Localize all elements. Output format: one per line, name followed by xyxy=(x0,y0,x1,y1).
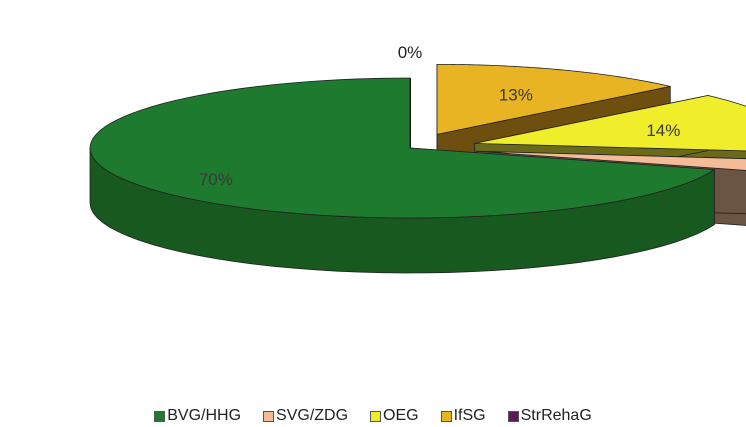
legend: BVG/HHG SVG/ZDG OEG IfSG StrRehaG xyxy=(0,405,746,427)
legend-item-bvg-hhg: BVG/HHG xyxy=(154,407,241,425)
pie-labels: 70%3%14%13%0% xyxy=(199,43,681,189)
legend-swatch-bvg-hhg xyxy=(154,410,166,422)
legend-item-oeg: OEG xyxy=(370,407,419,425)
data-label-ifsg: 13% xyxy=(499,86,533,105)
slice-oeg-top xyxy=(474,95,746,152)
pie-tops xyxy=(89,63,746,219)
legend-item-ifsg: IfSG xyxy=(440,407,486,425)
legend-swatch-oeg xyxy=(370,410,382,422)
legend-item-strrehag: StrRehaG xyxy=(507,407,592,425)
legend-label-strrehag: StrRehaG xyxy=(520,407,592,424)
data-label-oeg: 14% xyxy=(646,121,680,140)
legend-label-svg-zdg: SVG/ZDG xyxy=(276,407,349,424)
legend-swatch-strrehag xyxy=(507,410,519,422)
legend-swatch-svg-zdg xyxy=(263,410,275,422)
data-label-strrehag: 0% xyxy=(398,43,423,62)
legend-label-ifsg: IfSG xyxy=(453,407,486,424)
slice-ifsg-top xyxy=(436,63,671,135)
data-label-bvg-hhg: 70% xyxy=(199,170,233,189)
legend-label-bvg-hhg: BVG/HHG xyxy=(167,407,242,424)
slice-bvg-hhg-top xyxy=(89,77,716,219)
legend-label-oeg: OEG xyxy=(383,407,419,424)
slice-svg-zdg-top xyxy=(476,150,746,171)
legend-swatch-ifsg xyxy=(440,410,452,422)
legend-item-svg-zdg: SVG/ZDG xyxy=(263,407,348,425)
